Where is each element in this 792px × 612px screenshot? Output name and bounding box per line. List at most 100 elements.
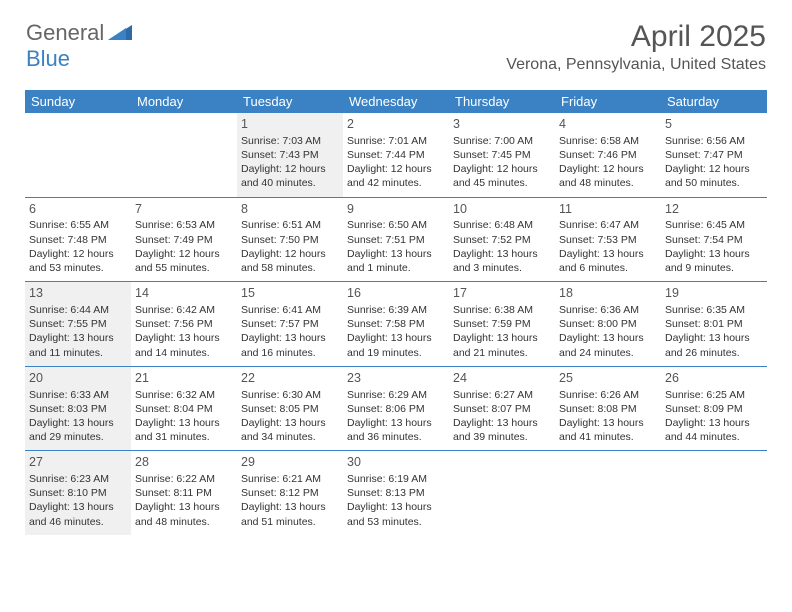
day-number: 22 — [241, 370, 339, 387]
sunrise-text: Sunrise: 6:53 AM — [135, 218, 233, 232]
daylight-text: and 11 minutes. — [29, 346, 127, 360]
sunrise-text: Sunrise: 6:35 AM — [665, 303, 763, 317]
daylight-text: and 50 minutes. — [665, 176, 763, 190]
daylight-text: and 44 minutes. — [665, 430, 763, 444]
daylight-text: Daylight: 13 hours — [665, 247, 763, 261]
sunset-text: Sunset: 7:56 PM — [135, 317, 233, 331]
weekday-header: Saturday — [661, 90, 767, 113]
sunset-text: Sunset: 8:09 PM — [665, 402, 763, 416]
daylight-text: and 41 minutes. — [559, 430, 657, 444]
calendar-empty-cell — [661, 451, 767, 535]
daylight-text: Daylight: 13 hours — [453, 416, 551, 430]
header: General April 2025 Verona, Pennsylvania,… — [0, 0, 792, 78]
day-number: 25 — [559, 370, 657, 387]
sunrise-text: Sunrise: 6:55 AM — [29, 218, 127, 232]
daylight-text: and 3 minutes. — [453, 261, 551, 275]
calendar-day-cell: 6Sunrise: 6:55 AMSunset: 7:48 PMDaylight… — [25, 197, 131, 282]
calendar-day-cell: 3Sunrise: 7:00 AMSunset: 7:45 PMDaylight… — [449, 113, 555, 197]
daylight-text: and 46 minutes. — [29, 515, 127, 529]
calendar-day-cell: 7Sunrise: 6:53 AMSunset: 7:49 PMDaylight… — [131, 197, 237, 282]
day-number: 9 — [347, 201, 445, 218]
sunset-text: Sunset: 7:46 PM — [559, 148, 657, 162]
day-number: 11 — [559, 201, 657, 218]
calendar-day-cell: 24Sunrise: 6:27 AMSunset: 8:07 PMDayligh… — [449, 366, 555, 451]
day-number: 20 — [29, 370, 127, 387]
sunrise-text: Sunrise: 6:22 AM — [135, 472, 233, 486]
day-number: 7 — [135, 201, 233, 218]
daylight-text: Daylight: 13 hours — [453, 331, 551, 345]
calendar-day-cell: 8Sunrise: 6:51 AMSunset: 7:50 PMDaylight… — [237, 197, 343, 282]
calendar-day-cell: 15Sunrise: 6:41 AMSunset: 7:57 PMDayligh… — [237, 282, 343, 367]
calendar-day-cell: 16Sunrise: 6:39 AMSunset: 7:58 PMDayligh… — [343, 282, 449, 367]
daylight-text: and 58 minutes. — [241, 261, 339, 275]
day-number: 3 — [453, 116, 551, 133]
calendar-empty-cell — [555, 451, 661, 535]
daylight-text: and 29 minutes. — [29, 430, 127, 444]
calendar-day-cell: 18Sunrise: 6:36 AMSunset: 8:00 PMDayligh… — [555, 282, 661, 367]
daylight-text: Daylight: 12 hours — [135, 247, 233, 261]
sunrise-text: Sunrise: 6:44 AM — [29, 303, 127, 317]
daylight-text: Daylight: 13 hours — [241, 500, 339, 514]
weekday-header: Monday — [131, 90, 237, 113]
sunset-text: Sunset: 7:57 PM — [241, 317, 339, 331]
day-number: 30 — [347, 454, 445, 471]
calendar-day-cell: 10Sunrise: 6:48 AMSunset: 7:52 PMDayligh… — [449, 197, 555, 282]
day-number: 14 — [135, 285, 233, 302]
day-number: 12 — [665, 201, 763, 218]
calendar-day-cell: 14Sunrise: 6:42 AMSunset: 7:56 PMDayligh… — [131, 282, 237, 367]
daylight-text: and 16 minutes. — [241, 346, 339, 360]
day-number: 27 — [29, 454, 127, 471]
sunrise-text: Sunrise: 6:36 AM — [559, 303, 657, 317]
sunrise-text: Sunrise: 6:41 AM — [241, 303, 339, 317]
calendar-day-cell: 5Sunrise: 6:56 AMSunset: 7:47 PMDaylight… — [661, 113, 767, 197]
sunset-text: Sunset: 7:47 PM — [665, 148, 763, 162]
day-number: 29 — [241, 454, 339, 471]
sunset-text: Sunset: 7:52 PM — [453, 233, 551, 247]
sunset-text: Sunset: 8:05 PM — [241, 402, 339, 416]
calendar-week-row: 6Sunrise: 6:55 AMSunset: 7:48 PMDaylight… — [25, 197, 767, 282]
sunset-text: Sunset: 7:59 PM — [453, 317, 551, 331]
daylight-text: Daylight: 13 hours — [241, 416, 339, 430]
daylight-text: and 48 minutes. — [135, 515, 233, 529]
day-number: 16 — [347, 285, 445, 302]
calendar-day-cell: 25Sunrise: 6:26 AMSunset: 8:08 PMDayligh… — [555, 366, 661, 451]
daylight-text: Daylight: 13 hours — [453, 247, 551, 261]
sunset-text: Sunset: 8:10 PM — [29, 486, 127, 500]
sunrise-text: Sunrise: 6:56 AM — [665, 134, 763, 148]
daylight-text: Daylight: 13 hours — [135, 331, 233, 345]
daylight-text: and 51 minutes. — [241, 515, 339, 529]
sunrise-text: Sunrise: 6:25 AM — [665, 388, 763, 402]
calendar-week-row: 27Sunrise: 6:23 AMSunset: 8:10 PMDayligh… — [25, 451, 767, 535]
sunrise-text: Sunrise: 6:26 AM — [559, 388, 657, 402]
sunrise-text: Sunrise: 7:00 AM — [453, 134, 551, 148]
calendar-day-cell: 26Sunrise: 6:25 AMSunset: 8:09 PMDayligh… — [661, 366, 767, 451]
weekday-header: Friday — [555, 90, 661, 113]
calendar-day-cell: 29Sunrise: 6:21 AMSunset: 8:12 PMDayligh… — [237, 451, 343, 535]
sunset-text: Sunset: 8:04 PM — [135, 402, 233, 416]
sunrise-text: Sunrise: 7:03 AM — [241, 134, 339, 148]
sunset-text: Sunset: 7:48 PM — [29, 233, 127, 247]
day-number: 19 — [665, 285, 763, 302]
day-number: 1 — [241, 116, 339, 133]
title-block: April 2025 Verona, Pennsylvania, United … — [506, 20, 766, 74]
daylight-text: and 53 minutes. — [347, 515, 445, 529]
day-number: 10 — [453, 201, 551, 218]
sunset-text: Sunset: 7:51 PM — [347, 233, 445, 247]
day-number: 21 — [135, 370, 233, 387]
sunset-text: Sunset: 8:11 PM — [135, 486, 233, 500]
sunrise-text: Sunrise: 6:39 AM — [347, 303, 445, 317]
sunrise-text: Sunrise: 6:45 AM — [665, 218, 763, 232]
sunrise-text: Sunrise: 6:58 AM — [559, 134, 657, 148]
daylight-text: Daylight: 13 hours — [241, 331, 339, 345]
daylight-text: and 55 minutes. — [135, 261, 233, 275]
sunrise-text: Sunrise: 6:27 AM — [453, 388, 551, 402]
daylight-text: and 9 minutes. — [665, 261, 763, 275]
daylight-text: and 14 minutes. — [135, 346, 233, 360]
daylight-text: Daylight: 13 hours — [347, 416, 445, 430]
sunset-text: Sunset: 7:45 PM — [453, 148, 551, 162]
brand-blue-wrap: Blue — [26, 46, 70, 72]
daylight-text: and 40 minutes. — [241, 176, 339, 190]
calendar-day-cell: 28Sunrise: 6:22 AMSunset: 8:11 PMDayligh… — [131, 451, 237, 535]
calendar-day-cell: 9Sunrise: 6:50 AMSunset: 7:51 PMDaylight… — [343, 197, 449, 282]
day-number: 2 — [347, 116, 445, 133]
